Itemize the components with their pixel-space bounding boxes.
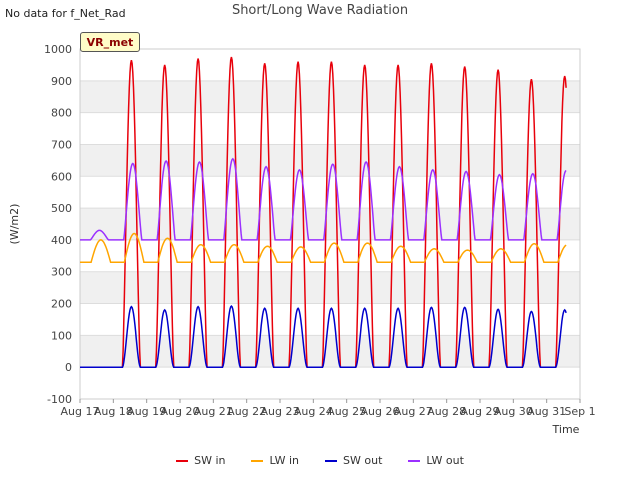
x-tick-2: Aug 19	[127, 405, 166, 418]
site-badge: VR_met	[80, 32, 140, 52]
legend-label-sw-in: SW in	[194, 454, 226, 467]
chart-title: Short/Long Wave Radiation	[231, 3, 409, 18]
y-axis-label: (W/m2)	[8, 204, 21, 245]
legend-label-lw-out: LW out	[426, 454, 464, 467]
y-tick-300: 300	[51, 266, 72, 279]
x-tick-1: Aug 18	[94, 405, 133, 418]
legend-swatch-sw-out	[325, 459, 338, 462]
y-tick--100: -100	[47, 393, 72, 406]
band-3	[80, 271, 580, 304]
x-tick-3: Aug 20	[161, 405, 200, 418]
x-tick-13: Aug 30	[494, 405, 533, 418]
legend: SW in LW in SW out LW out	[0, 454, 640, 467]
band-1	[80, 335, 580, 368]
x-tick-12: Aug 29	[461, 405, 500, 418]
series-lw-out	[80, 157, 567, 241]
y-tick-600: 600	[51, 170, 72, 183]
legend-item-lw-in[interactable]: LW in	[251, 454, 299, 467]
y-tick-500: 500	[51, 202, 72, 215]
y-tick-1000: 1000	[44, 43, 72, 56]
legend-swatch-lw-out	[408, 459, 421, 462]
x-tick-6: Aug 23	[261, 405, 300, 418]
y-tick-800: 800	[51, 107, 72, 120]
band-5	[80, 208, 580, 240]
series-layer	[80, 56, 567, 368]
plot-frame	[79, 48, 581, 400]
legend-label-sw-out: SW out	[343, 454, 383, 467]
legend-swatch-lw-in	[251, 459, 264, 462]
legend-item-sw-out[interactable]: SW out	[325, 454, 382, 467]
x-tick-0: Aug 17	[61, 405, 100, 418]
series-lw-in	[80, 232, 567, 263]
y-tick-0: 0	[65, 361, 72, 374]
legend-swatch-sw-in	[176, 459, 189, 462]
x-tick-14: Aug 31	[527, 405, 566, 418]
y-tick-100: 100	[51, 329, 72, 342]
y-tick-700: 700	[51, 138, 72, 151]
x-tick-4: Aug 21	[194, 405, 233, 418]
series-sw-out	[80, 304, 567, 368]
x-tick-15: Sep 1	[564, 405, 595, 418]
legend-item-sw-in[interactable]: SW in	[176, 454, 225, 467]
no-data-message: No data for f_Net_Rad	[5, 7, 126, 20]
legend-label-lw-in: LW in	[269, 454, 300, 467]
x-tick-8: Aug 25	[327, 405, 366, 418]
x-tick-5: Aug 22	[227, 405, 266, 418]
y-tick-900: 900	[51, 75, 72, 88]
y-tick-labels: -100 0 100 200 300 400 500 600 700 800 900 1000	[44, 43, 72, 406]
x-axis-label: Time	[552, 423, 580, 436]
y-tick-200: 200	[51, 298, 72, 311]
legend-item-lw-out[interactable]: LW out	[408, 454, 464, 467]
x-tick-9: Aug 26	[361, 405, 400, 418]
x-tick-11: Aug 28	[427, 405, 466, 418]
x-tick-7: Aug 24	[294, 405, 333, 418]
x-tick-10: Aug 27	[394, 405, 433, 418]
y-tick-400: 400	[51, 234, 72, 247]
